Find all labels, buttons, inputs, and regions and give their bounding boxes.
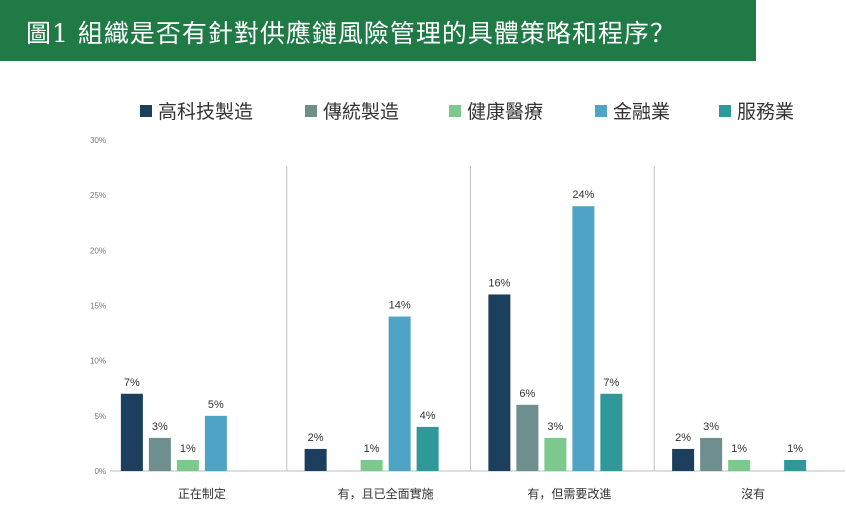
title-banner: 圖1 組織是否有針對供應鏈風險管理的具體策略和程序？ (0, 0, 756, 61)
bar (304, 448, 327, 471)
y-tick-label: 25% (90, 191, 106, 200)
bar (388, 316, 411, 471)
legend-swatch (595, 105, 607, 117)
category-label: 有，且已全面實施 (338, 486, 434, 501)
chart-title: 圖1 組織是否有針對供應鏈風險管理的具體策略和程序？ (26, 19, 676, 48)
bar (416, 426, 439, 471)
category-label: 正在制定 (178, 486, 226, 501)
data-label: 1% (180, 443, 196, 455)
legend-swatch (305, 105, 317, 117)
category-label: 沒有 (741, 487, 765, 501)
bar (120, 393, 143, 471)
legend-swatch (719, 105, 731, 117)
y-tick-label: 20% (90, 246, 106, 255)
bar (544, 437, 567, 471)
y-tick-label: 15% (90, 302, 106, 311)
bar (176, 459, 199, 471)
data-label: 3% (152, 421, 168, 433)
data-label: 24% (572, 189, 594, 201)
legend-label: 金融業 (613, 101, 670, 123)
data-label: 7% (124, 377, 140, 389)
data-label: 7% (603, 377, 619, 389)
bar (488, 294, 511, 471)
bar (784, 459, 807, 471)
y-tick-label: 30% (90, 136, 106, 145)
data-label: 14% (389, 300, 411, 312)
bar (700, 437, 723, 471)
data-label: 3% (547, 421, 563, 433)
data-label: 6% (519, 388, 535, 400)
y-tick-label: 10% (90, 357, 106, 366)
legend-label: 傳統製造 (323, 101, 399, 123)
bar (516, 404, 539, 471)
bar (572, 206, 595, 471)
legend-label: 健康醫療 (467, 101, 543, 123)
data-label: 3% (703, 421, 719, 433)
data-label: 1% (787, 443, 803, 455)
y-tick-label: 0% (94, 467, 106, 476)
legend-swatch (449, 105, 461, 117)
bar (672, 448, 695, 471)
data-label: 2% (308, 432, 324, 444)
bar (600, 393, 623, 471)
y-tick-label: 5% (94, 412, 106, 421)
bar (360, 459, 383, 471)
legend-label: 服務業 (737, 101, 794, 123)
bar (148, 437, 171, 471)
legend-label: 高科技製造 (158, 101, 253, 123)
data-label: 2% (675, 432, 691, 444)
bar (728, 459, 751, 471)
bar (204, 415, 227, 471)
data-label: 16% (488, 277, 510, 289)
data-label: 1% (364, 443, 380, 455)
legend-swatch (140, 105, 152, 117)
category-label: 有，但需要改進 (527, 487, 611, 501)
data-label: 4% (420, 410, 436, 422)
data-label: 1% (731, 443, 747, 455)
data-label: 5% (208, 399, 224, 411)
